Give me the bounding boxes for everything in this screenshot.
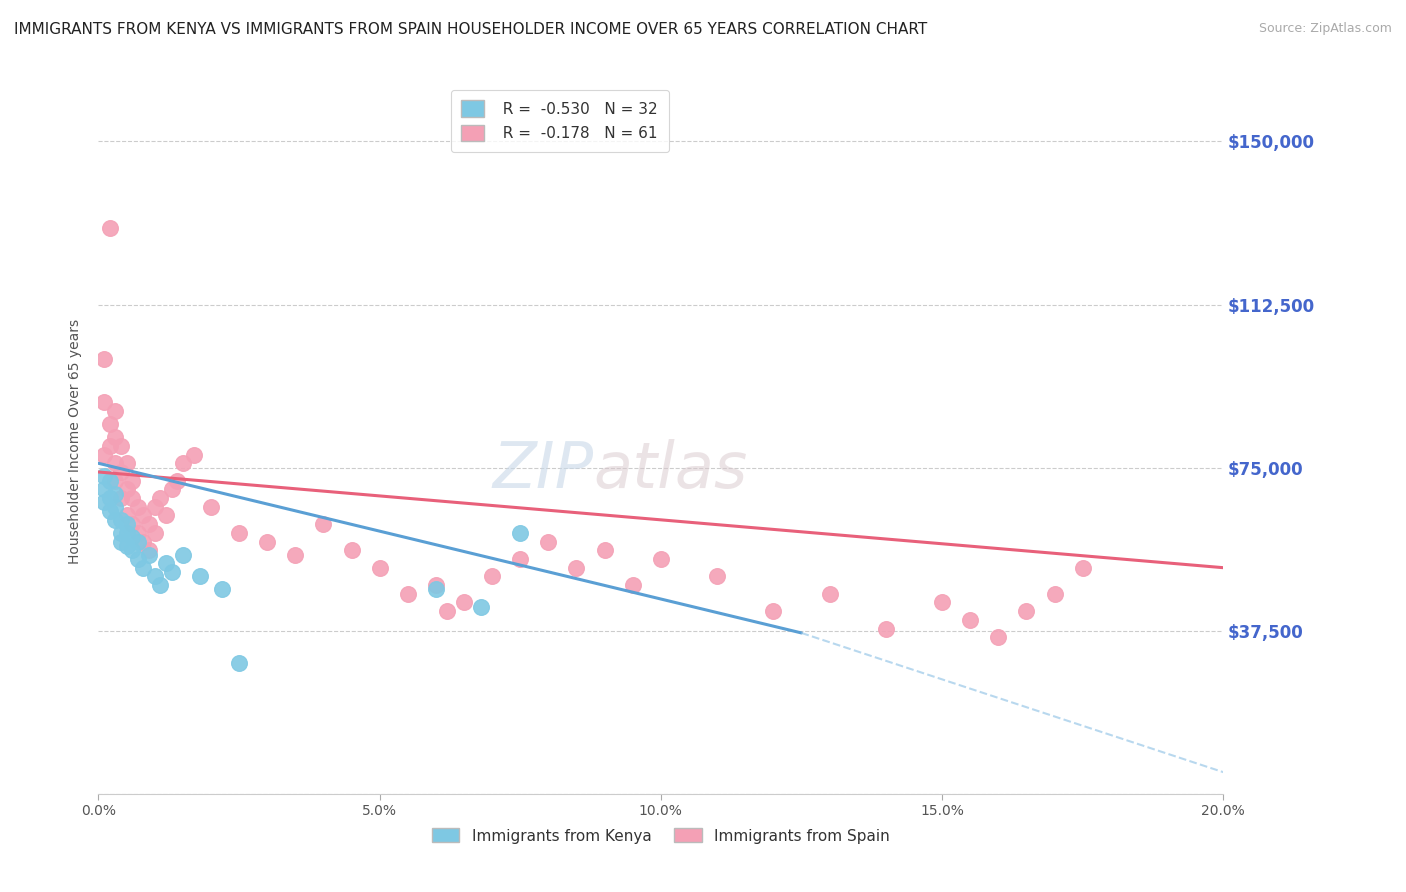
Point xyxy=(115,525,138,540)
Point xyxy=(104,474,127,488)
Point xyxy=(98,504,121,518)
Text: Source: ZipAtlas.com: Source: ZipAtlas.com xyxy=(1258,22,1392,36)
Point xyxy=(425,582,447,597)
Point xyxy=(256,534,278,549)
Point xyxy=(621,578,644,592)
Point xyxy=(481,569,503,583)
Point xyxy=(875,622,897,636)
Point xyxy=(1071,560,1094,574)
Text: IMMIGRANTS FROM KENYA VS IMMIGRANTS FROM SPAIN HOUSEHOLDER INCOME OVER 65 YEARS : IMMIGRANTS FROM KENYA VS IMMIGRANTS FROM… xyxy=(14,22,928,37)
Point xyxy=(138,548,160,562)
Point xyxy=(312,517,335,532)
Point xyxy=(155,557,177,571)
Point xyxy=(368,560,391,574)
Point xyxy=(110,491,132,505)
Point xyxy=(593,543,616,558)
Point xyxy=(931,595,953,609)
Point xyxy=(110,465,132,479)
Point xyxy=(127,552,149,566)
Point xyxy=(537,534,560,549)
Point xyxy=(104,430,127,444)
Point xyxy=(93,448,115,462)
Point xyxy=(121,517,143,532)
Point xyxy=(138,517,160,532)
Point xyxy=(98,439,121,453)
Point xyxy=(110,439,132,453)
Point xyxy=(98,221,121,235)
Point xyxy=(104,404,127,418)
Point xyxy=(93,495,115,509)
Point xyxy=(143,525,166,540)
Point xyxy=(762,604,785,618)
Point xyxy=(340,543,363,558)
Point xyxy=(115,517,138,532)
Point xyxy=(93,395,115,409)
Point xyxy=(110,534,132,549)
Point xyxy=(138,543,160,558)
Point xyxy=(211,582,233,597)
Point xyxy=(98,474,121,488)
Point xyxy=(436,604,458,618)
Point xyxy=(183,448,205,462)
Point xyxy=(115,508,138,523)
Point xyxy=(143,569,166,583)
Point xyxy=(200,500,222,514)
Point xyxy=(132,560,155,574)
Point xyxy=(284,548,307,562)
Point xyxy=(104,500,127,514)
Point xyxy=(650,552,672,566)
Point xyxy=(121,543,143,558)
Point xyxy=(110,513,132,527)
Point xyxy=(121,474,143,488)
Point xyxy=(127,534,149,549)
Point xyxy=(172,548,194,562)
Point xyxy=(396,587,419,601)
Point xyxy=(987,630,1010,644)
Point xyxy=(98,417,121,431)
Point xyxy=(160,483,183,497)
Point xyxy=(93,351,115,366)
Point xyxy=(110,525,132,540)
Text: ZIP: ZIP xyxy=(492,439,593,500)
Point xyxy=(143,500,166,514)
Point xyxy=(166,474,188,488)
Point xyxy=(565,560,588,574)
Point xyxy=(121,530,143,544)
Point xyxy=(228,657,250,671)
Point xyxy=(115,539,138,553)
Point xyxy=(959,613,981,627)
Point xyxy=(228,525,250,540)
Point xyxy=(149,578,172,592)
Point xyxy=(115,456,138,470)
Point xyxy=(1043,587,1066,601)
Point xyxy=(470,599,492,614)
Point xyxy=(188,569,211,583)
Point xyxy=(115,483,138,497)
Point xyxy=(104,513,127,527)
Point xyxy=(706,569,728,583)
Point xyxy=(127,525,149,540)
Point xyxy=(121,491,143,505)
Point xyxy=(172,456,194,470)
Point xyxy=(155,508,177,523)
Point xyxy=(132,508,155,523)
Point xyxy=(93,483,115,497)
Point xyxy=(149,491,172,505)
Legend: Immigrants from Kenya, Immigrants from Spain: Immigrants from Kenya, Immigrants from S… xyxy=(426,822,896,850)
Point xyxy=(127,500,149,514)
Point xyxy=(509,552,531,566)
Y-axis label: Householder Income Over 65 years: Householder Income Over 65 years xyxy=(69,319,83,564)
Point xyxy=(818,587,841,601)
Text: atlas: atlas xyxy=(593,439,748,500)
Point xyxy=(509,525,531,540)
Point xyxy=(104,487,127,501)
Point xyxy=(425,578,447,592)
Point xyxy=(98,491,121,505)
Point xyxy=(160,565,183,579)
Point xyxy=(104,456,127,470)
Point xyxy=(93,469,115,483)
Point xyxy=(132,534,155,549)
Point xyxy=(453,595,475,609)
Point xyxy=(1015,604,1038,618)
